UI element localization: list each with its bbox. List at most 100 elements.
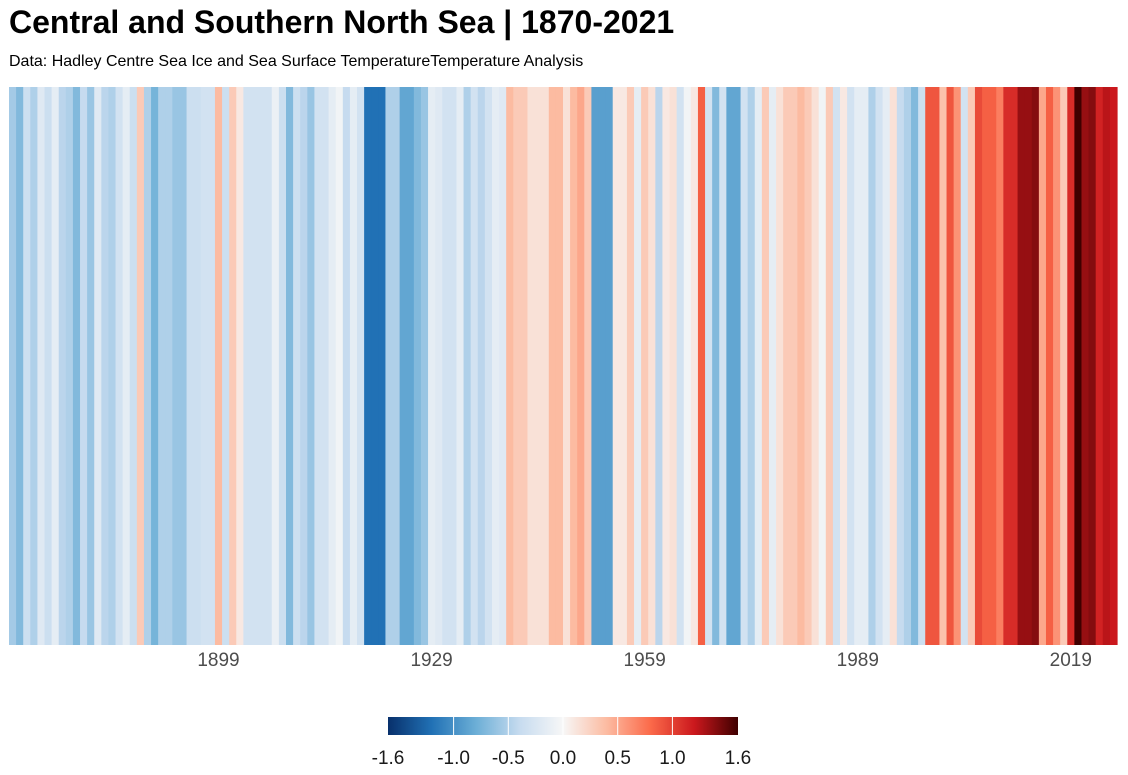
stripe-1956 <box>619 87 628 645</box>
stripe-1887 <box>129 87 138 645</box>
stripe-1984 <box>818 87 827 645</box>
stripe-2005 <box>967 87 976 645</box>
stripe-1888 <box>136 87 145 645</box>
stripe-1905 <box>257 87 266 645</box>
stripe-1923 <box>385 87 394 645</box>
stripe-1972 <box>733 87 742 645</box>
stripe-1952 <box>591 87 600 645</box>
stripe-1978 <box>776 87 784 645</box>
stripe-2019 <box>1067 87 1075 645</box>
stripe-1933 <box>456 87 465 645</box>
stripe-1870 <box>9 87 17 645</box>
stripe-1929 <box>428 87 436 645</box>
stripe-1977 <box>768 87 777 645</box>
stripe-1871 <box>16 87 24 645</box>
stripe-2018 <box>1060 87 1068 645</box>
stripe-1970 <box>719 87 727 645</box>
stripe-1909 <box>286 87 294 645</box>
stripe-1907 <box>271 87 280 645</box>
stripe-1985 <box>825 87 834 645</box>
stripe-1983 <box>811 87 820 645</box>
stripe-1893 <box>172 87 181 645</box>
stripe-2002 <box>946 87 955 645</box>
stripe-1882 <box>94 87 102 645</box>
x-tick-label: 1989 <box>837 650 879 671</box>
stripe-2007 <box>982 87 990 645</box>
stripe-1974 <box>747 87 756 645</box>
stripe-2008 <box>989 87 997 645</box>
chart-title: Central and Southern North Sea | 1870-20… <box>9 4 675 40</box>
stripe-1924 <box>392 87 401 645</box>
stripe-1991 <box>868 87 877 645</box>
stripe-1937 <box>484 87 493 645</box>
stripe-1976 <box>761 87 770 645</box>
stripe-2011 <box>1010 87 1019 645</box>
stripe-1942 <box>520 87 529 645</box>
stripe-1912 <box>307 87 316 645</box>
stripe-2020 <box>1074 87 1083 645</box>
stripe-2021 <box>1081 87 1090 645</box>
stripe-1938 <box>491 87 500 645</box>
stripe-1884 <box>108 87 117 645</box>
stripe-1954 <box>605 87 614 645</box>
stripe-1919 <box>357 87 365 645</box>
stripe-1936 <box>477 87 486 645</box>
stripe-1925 <box>399 87 408 645</box>
stripe-1962 <box>662 87 671 645</box>
stripe-1995 <box>896 87 905 645</box>
stripe-1971 <box>726 87 735 645</box>
stripe-1981 <box>797 87 806 645</box>
stripe-1908 <box>278 87 287 645</box>
stripe-1965 <box>683 87 692 645</box>
color-legend: -1.6 -1.0 -0.5 0.0 0.5 1.0 1.6 <box>372 717 752 769</box>
stripe-1898 <box>207 87 216 645</box>
stripe-1935 <box>470 87 479 645</box>
stripe-1980 <box>790 87 798 645</box>
stripe-1872 <box>23 87 31 645</box>
stripe-2014 <box>1031 87 1040 645</box>
stripe-1913 <box>314 87 323 645</box>
legend-tick-labels: -1.6 -1.0 -0.5 0.0 0.5 1.0 1.6 <box>372 748 752 769</box>
stripe-1940 <box>506 87 514 645</box>
stripe-1879 <box>72 87 81 645</box>
stripe-1928 <box>420 87 429 645</box>
stripe-1947 <box>555 87 564 645</box>
stripe-2022 <box>1088 87 1097 645</box>
stripe-1930 <box>435 87 443 645</box>
x-tick-label: 2019 <box>1050 650 1092 671</box>
x-tick-label: 1929 <box>410 650 452 671</box>
stripe-1993 <box>882 87 891 645</box>
stripe-2009 <box>996 87 1004 645</box>
stripe-2004 <box>960 87 969 645</box>
legend-tick-label: 1.0 <box>659 748 685 769</box>
stripe-1896 <box>193 87 202 645</box>
stripe-2001 <box>939 87 948 645</box>
stripe-1996 <box>903 87 912 645</box>
stripe-1999 <box>925 87 933 645</box>
stripe-1904 <box>250 87 259 645</box>
stripe-1950 <box>577 87 585 645</box>
stripe-1945 <box>541 87 550 645</box>
stripe-1953 <box>598 87 607 645</box>
stripe-1951 <box>584 87 593 645</box>
legend-tick-label: 1.6 <box>725 748 751 769</box>
stripe-1994 <box>889 87 898 645</box>
stripe-1931 <box>442 87 450 645</box>
stripe-1927 <box>413 87 422 645</box>
stripe-1963 <box>669 87 678 645</box>
stripe-1946 <box>548 87 557 645</box>
stripe-1921 <box>371 87 379 645</box>
stripe-1964 <box>676 87 685 645</box>
stripe-1986 <box>832 87 841 645</box>
stripe-1902 <box>236 87 244 645</box>
stripe-1915 <box>328 87 337 645</box>
stripe-1987 <box>840 87 848 645</box>
stripe-1890 <box>151 87 159 645</box>
stripe-1889 <box>143 87 152 645</box>
stripe-2006 <box>974 87 983 645</box>
stripe-1877 <box>58 87 67 645</box>
stripe-1922 <box>378 87 387 645</box>
stripe-1875 <box>44 87 53 645</box>
stripe-1911 <box>300 87 308 645</box>
